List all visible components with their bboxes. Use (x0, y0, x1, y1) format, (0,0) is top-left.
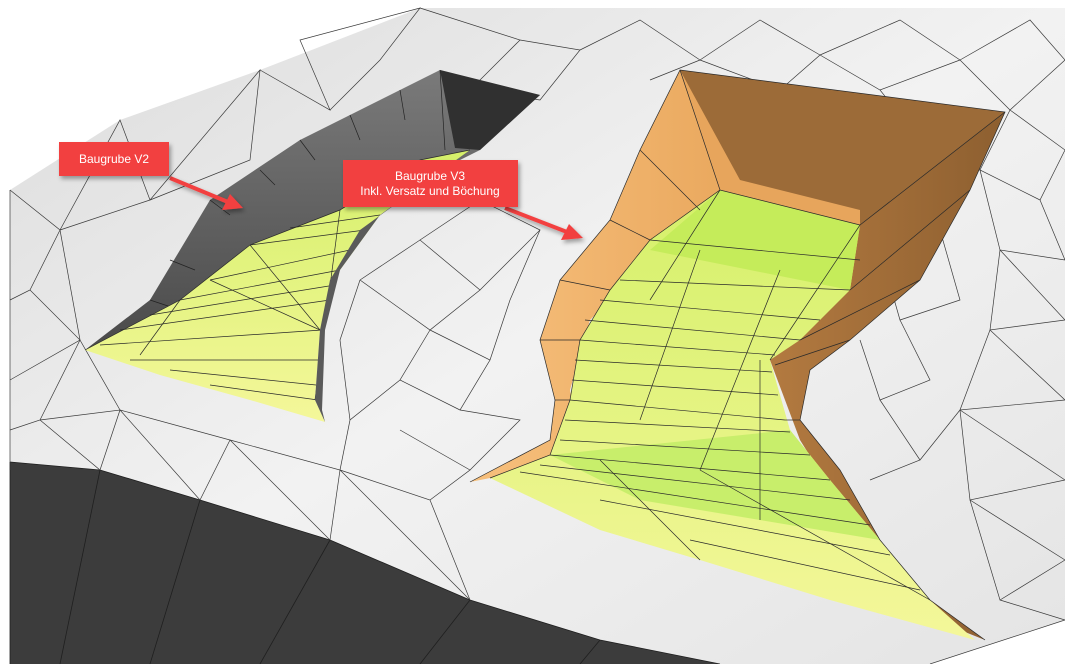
terrain-side-edge (10, 462, 720, 664)
pit-v2-wall-deep (440, 70, 540, 150)
pit-v3-slope-lines (469, 69, 1006, 641)
pit-v3-floor-lines (489, 189, 931, 601)
pit-v3-right-slope (770, 112, 1005, 640)
callout-v2-label: Baugrube V2 (79, 152, 149, 166)
callout-v3: Baugrube V3 Inkl. Versatz und Böchung (343, 160, 518, 207)
callout-v2-box (59, 142, 169, 176)
callout-v2: Baugrube V2 (59, 142, 169, 176)
callout-v3-title: Baugrube V3 (395, 169, 465, 183)
arrow-v2 (169, 176, 243, 210)
pit-v3-left-slope (470, 70, 720, 482)
callout-v3-subtitle: Inkl. Versatz und Böchung (360, 184, 499, 198)
pit-v2-wall (85, 70, 540, 350)
pit-v3-back-top (680, 70, 860, 225)
pit-v3-floor-upper (650, 190, 860, 290)
arrow-v3 (504, 206, 583, 240)
pit-v2-floor (85, 150, 470, 422)
callout-v3-box (343, 160, 518, 207)
